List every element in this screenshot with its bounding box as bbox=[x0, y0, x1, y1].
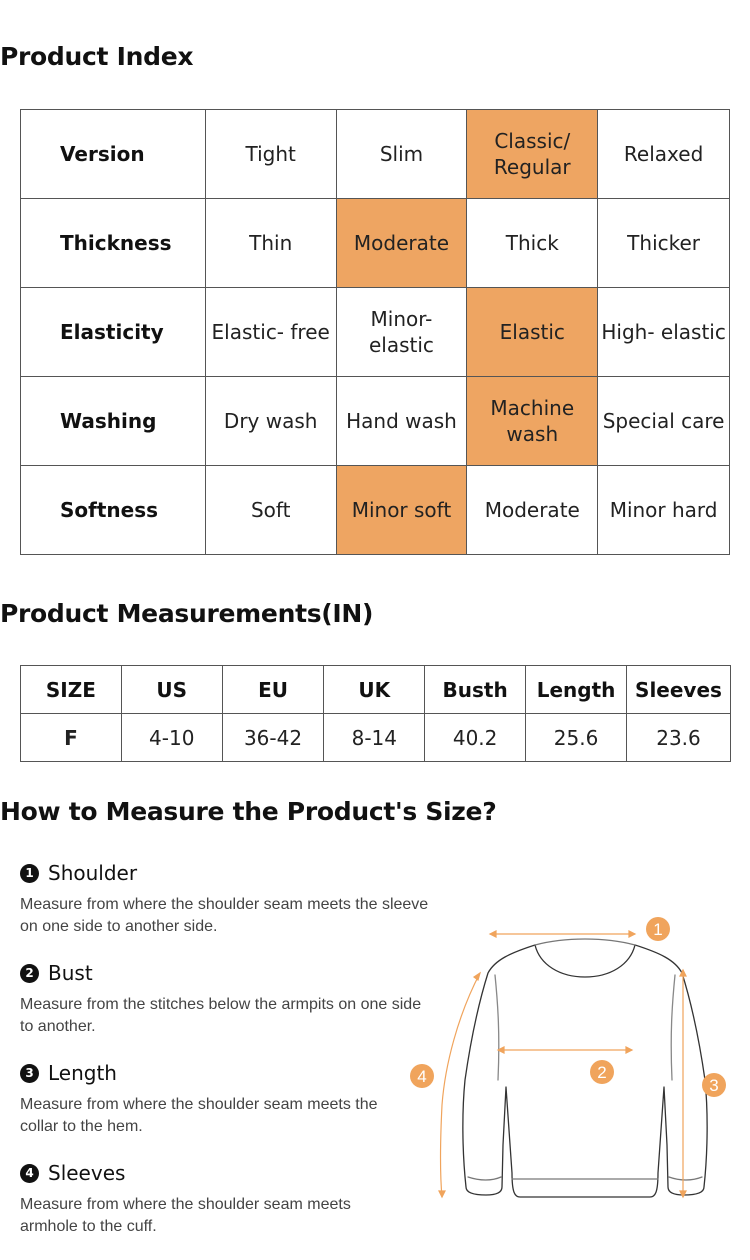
index-row-version: Version Tight Slim Classic/ Regular Rela… bbox=[20, 109, 730, 199]
measure-item-title: Sleeves bbox=[48, 1161, 126, 1185]
measure-item-desc: Measure from the stitches below the armp… bbox=[20, 996, 422, 1035]
collar-top bbox=[534, 938, 636, 946]
value-cell: 8-14 bbox=[323, 713, 426, 762]
measure-item-title: Length bbox=[48, 1061, 117, 1085]
value-cell: 36-42 bbox=[221, 713, 325, 762]
header-cell: Sleeves bbox=[626, 665, 731, 714]
index-cell: Thick bbox=[466, 198, 599, 288]
index-cell: Moderate bbox=[466, 465, 599, 555]
measurements-table: SIZE US EU UK Busth Length Sleeves F 4-1… bbox=[20, 665, 731, 762]
sweater-icon: 1 2 3 4 bbox=[410, 917, 726, 1199]
measure-item-shoulder: 1 Shoulder Measure from where the should… bbox=[20, 860, 430, 938]
header-cell: Length bbox=[525, 665, 627, 714]
header-cell: Busth bbox=[424, 665, 527, 714]
marker-label: 3 bbox=[709, 1076, 718, 1095]
size-cell: F bbox=[20, 713, 122, 762]
index-cell: Tight bbox=[204, 109, 337, 199]
measure-item-bust: 2 Bust Measure from the stitches below t… bbox=[20, 960, 430, 1038]
number-badge: 2 bbox=[20, 963, 39, 983]
value-cell: 25.6 bbox=[525, 713, 627, 762]
measurements-title: Product Measurements(IN) bbox=[0, 599, 374, 628]
sweater-outline bbox=[462, 944, 708, 1198]
index-row-elasticity: Elasticity Elastic- free Minor- elastic … bbox=[20, 287, 730, 377]
measure-item-desc: Measure from where the shoulder seam mee… bbox=[20, 1096, 378, 1135]
measure-item-title: Shoulder bbox=[48, 861, 138, 885]
howto-title: How to Measure the Product's Size? bbox=[0, 797, 497, 826]
table-row: F 4-10 36-42 8-14 40.2 25.6 23.6 bbox=[20, 713, 731, 762]
index-cell: Minor- elastic bbox=[335, 287, 468, 377]
measure-item-heading: 3 Length bbox=[20, 1060, 390, 1086]
number-badge: 1 bbox=[20, 863, 39, 883]
index-cell: Elastic- free bbox=[204, 287, 337, 377]
index-row-thickness: Thickness Thin Moderate Thick Thicker bbox=[20, 198, 730, 288]
measure-item-desc: Measure from where the shoulder seam mee… bbox=[20, 1196, 351, 1235]
marker-1: 1 bbox=[646, 917, 670, 941]
index-cell: Dry wash bbox=[204, 376, 337, 466]
measure-item-sleeves: 4 Sleeves Measure from where the shoulde… bbox=[20, 1160, 390, 1238]
index-row-label: Washing bbox=[20, 376, 206, 466]
number-badge: 4 bbox=[20, 1163, 39, 1183]
marker-label: 4 bbox=[417, 1067, 426, 1086]
marker-label: 1 bbox=[653, 920, 662, 939]
index-cell: Minor hard bbox=[597, 465, 730, 555]
header-cell: UK bbox=[323, 665, 426, 714]
marker-label: 2 bbox=[597, 1063, 606, 1082]
index-cell: Machine wash bbox=[466, 376, 599, 466]
index-cell: Elastic bbox=[466, 287, 599, 377]
measure-item-heading: 4 Sleeves bbox=[20, 1160, 390, 1186]
index-cell: Slim bbox=[335, 109, 468, 199]
marker-4: 4 bbox=[410, 1064, 434, 1088]
index-row-label: Softness bbox=[20, 465, 206, 555]
index-cell: Moderate bbox=[335, 198, 468, 288]
index-row-label: Elasticity bbox=[20, 287, 206, 377]
collar-line bbox=[534, 944, 636, 978]
index-row-label: Version bbox=[20, 109, 206, 199]
measure-item-desc: Measure from where the shoulder seam mee… bbox=[20, 896, 429, 935]
index-cell: Hand wash bbox=[335, 376, 468, 466]
index-cell: Soft bbox=[204, 465, 337, 555]
product-index-title: Product Index bbox=[0, 42, 194, 71]
header-cell: EU bbox=[221, 665, 325, 714]
index-cell: Relaxed bbox=[597, 109, 730, 199]
marker-2: 2 bbox=[590, 1060, 614, 1084]
measure-item-length: 3 Length Measure from where the shoulder… bbox=[20, 1060, 390, 1138]
header-cell: SIZE bbox=[20, 665, 122, 714]
measure-item-heading: 2 Bust bbox=[20, 960, 430, 986]
measure-item-title: Bust bbox=[48, 961, 93, 985]
value-cell: 4-10 bbox=[120, 713, 223, 762]
measurements-header-row: SIZE US EU UK Busth Length Sleeves bbox=[20, 665, 731, 714]
product-index-table: Version Tight Slim Classic/ Regular Rela… bbox=[20, 109, 730, 555]
index-row-label: Thickness bbox=[20, 198, 206, 288]
index-cell: High- elastic bbox=[597, 287, 730, 377]
marker-3: 3 bbox=[702, 1073, 726, 1097]
index-cell: Thin bbox=[204, 198, 337, 288]
index-cell: Special care bbox=[597, 376, 730, 466]
measure-item-heading: 1 Shoulder bbox=[20, 860, 430, 886]
value-cell: 23.6 bbox=[626, 713, 731, 762]
value-cell: 40.2 bbox=[424, 713, 527, 762]
index-cell: Classic/ Regular bbox=[466, 109, 599, 199]
index-cell: Minor soft bbox=[335, 465, 468, 555]
number-badge: 3 bbox=[20, 1063, 39, 1083]
index-row-washing: Washing Dry wash Hand wash Machine wash … bbox=[20, 376, 730, 466]
index-row-softness: Softness Soft Minor soft Moderate Minor … bbox=[20, 465, 730, 555]
index-cell: Thicker bbox=[597, 198, 730, 288]
header-cell: US bbox=[120, 665, 223, 714]
